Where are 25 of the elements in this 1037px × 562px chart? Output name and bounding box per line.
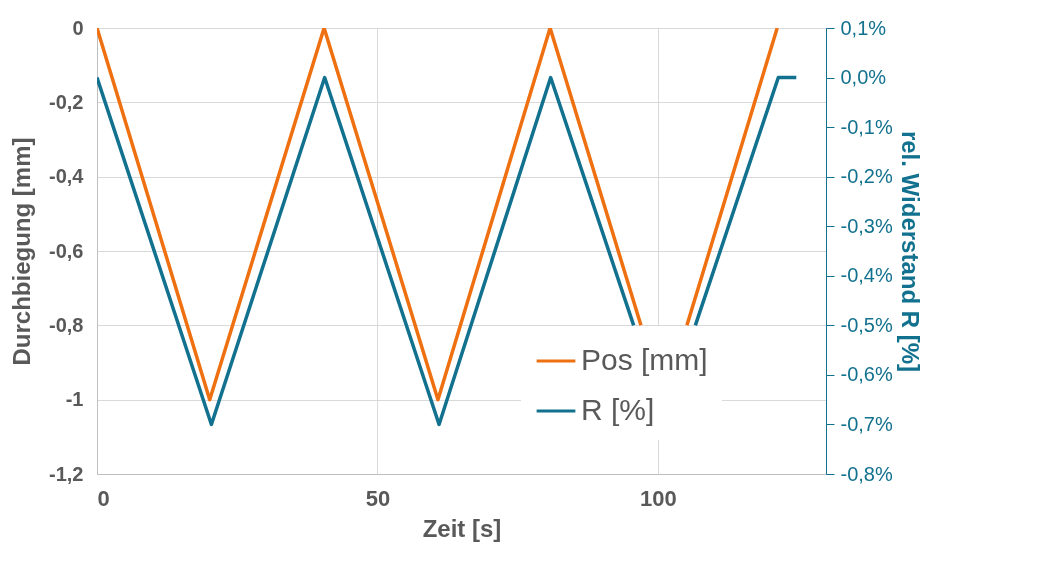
x-axis-title: Zeit [s]	[422, 514, 502, 542]
legend-label: R [%]	[581, 393, 655, 426]
legend-label: Pos [mm]	[581, 343, 708, 376]
y2-tick-label: -0,6%	[840, 363, 893, 386]
y-tick-label: -0,4	[49, 165, 85, 188]
y2-tick-label: -0,7%	[840, 412, 893, 435]
x-tick-label: 50	[365, 485, 391, 511]
y-tick-label: -0,6	[49, 239, 84, 262]
y-axis-title: Durchbiegung [mm]	[8, 137, 36, 366]
y2-tick-label: -0,5%	[840, 313, 893, 336]
x-tick-label: 0	[97, 485, 110, 511]
y-tick-label: -1,2	[49, 462, 84, 485]
y-tick-label: -1	[65, 388, 84, 411]
y2-tick-label: -0,4%	[840, 264, 893, 287]
y2-tick-label: -0,8%	[840, 462, 893, 485]
y2-tick-label: -0,1%	[840, 115, 893, 138]
y2-tick-label: 0,0%	[840, 66, 887, 89]
x-tick-label: 100	[639, 485, 677, 511]
y2-axis-title: rel. Widerstand R [%]	[896, 130, 924, 373]
y-tick-label: -0,2	[49, 90, 84, 113]
y2-tick-label: 0,1%	[840, 16, 887, 39]
y2-tick-label: -0,3%	[840, 214, 893, 237]
y2-tick-label: -0,2%	[840, 165, 893, 188]
y-tick-label: 0	[72, 16, 84, 39]
y-tick-label: -0,8	[49, 313, 84, 336]
